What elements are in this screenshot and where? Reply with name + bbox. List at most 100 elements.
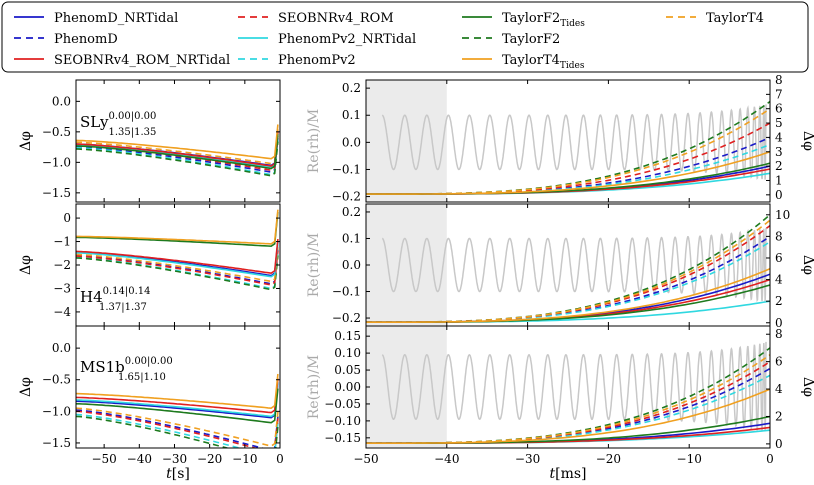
legend-label-seob_nrtidal: SEOBNRv4_ROM_NRTidal: [54, 53, 230, 68]
series-phenomd_nrtidal: [76, 383, 279, 419]
waveform: [381, 104, 767, 180]
left-panels: −1.5 −1.0 −0.5 0.0 Δφ SLy0.00|0.00 1.35|1.35 −4…: [18, 79, 284, 482]
waveform-axis-label: Re(rh)/M: [306, 233, 322, 298]
axes-frame: [75, 79, 281, 203]
y-right-tick-label: 0: [775, 316, 783, 330]
y-right-tick-label: 7: [775, 87, 783, 101]
axes-frame: [365, 79, 771, 203]
series-seob_nrtidal: [76, 378, 279, 414]
series-tf2: [76, 415, 279, 448]
dephasing-axis-label: Δφ: [800, 255, 814, 275]
y-left-tick-label: −0.1: [332, 162, 361, 176]
y-right-tick-label: 6: [775, 355, 783, 369]
y-left-tick-label: 0.05: [334, 363, 361, 377]
y-right-tick-label: 6: [775, 102, 783, 116]
x-tick-label: 0: [766, 452, 774, 466]
x-tick-label: −20: [197, 452, 222, 466]
y-tick-label: −2: [53, 258, 71, 272]
y-tick-label: −1.5: [42, 186, 71, 200]
waveform-axis-label: Re(rh)/M: [306, 109, 322, 174]
series-tt4_tides: [76, 209, 279, 245]
series-tt4: [76, 247, 279, 283]
series-tt4: [76, 407, 279, 447]
series-pv2: [76, 413, 279, 448]
y-right-tick-label: 4: [775, 273, 783, 287]
y-right-tick-label: 2: [775, 159, 783, 173]
y-left-tick-label: 0.0: [342, 135, 361, 149]
y-right-tick-label: 4: [775, 382, 783, 396]
axes-frame: [75, 325, 281, 449]
series-seob_nrtidal: [76, 131, 279, 167]
panel-label: MS1b0.00|0.00 1.65|1.10: [80, 356, 173, 383]
legend-label-tf2_tides: TaylorF2Tides: [502, 11, 585, 29]
legend-label-seob: SEOBNRv4_ROM: [278, 11, 394, 26]
series-tf2: [76, 255, 279, 291]
right-panel-1: −0.2 −0.1 0.0 0.1 0.2 0 2 4 6 8 10 Re(rh)/M Δφ: [306, 203, 814, 330]
series-seob: [366, 122, 770, 195]
y-axis-label: Δφ: [18, 255, 34, 275]
y-right-tick-label: 1: [775, 173, 783, 187]
series-tf2_tides: [76, 388, 279, 424]
y-tick-label: −0.5: [42, 125, 71, 139]
x-tick-label: −40: [127, 452, 152, 466]
y-left-tick-label: 0.2: [342, 81, 361, 95]
series-tt4: [76, 129, 279, 165]
shaded-region: [366, 326, 447, 448]
series-seob_nrtidal: [76, 239, 279, 275]
series-tt4_tides: [366, 388, 770, 444]
series-tt4: [366, 354, 770, 444]
x-tick-label: −10: [232, 452, 257, 466]
legend-label-tt4: TaylorT4: [706, 11, 764, 26]
x-tick-label: 0: [276, 452, 284, 466]
panel-label: H40.14|0.14 1.37|1.37: [80, 286, 151, 313]
series-pv2_nrtidal: [76, 382, 279, 418]
y-tick-label: −1.0: [42, 404, 71, 418]
y-left-tick-label: −0.1: [332, 285, 361, 299]
x-tick-label: −30: [515, 452, 540, 466]
y-left-tick-label: −0.2: [332, 311, 361, 325]
series-pv2_nrtidal: [76, 242, 279, 278]
y-left-tick-label: −0.2: [332, 190, 361, 204]
y-left-tick-label: −0.05: [324, 397, 361, 411]
left-x-axis-label: t[s]: [166, 466, 190, 482]
waveform-axis-label: Re(rh)/M: [306, 355, 322, 420]
series-pv2: [366, 374, 770, 444]
waveform: [381, 227, 767, 303]
series-tt4_tides: [366, 268, 770, 323]
legend-frame: [1, 1, 809, 73]
x-tick-label: −50: [353, 452, 378, 466]
series-tf2_tides: [76, 212, 279, 248]
y-left-tick-label: −0.10: [324, 414, 361, 428]
right-x-axis-label: t[ms]: [549, 466, 586, 482]
y-right-tick-label: 6: [775, 251, 783, 265]
panel-label: SLy0.00|0.00 1.35|1.35: [80, 111, 156, 138]
series-tt4_tides: [366, 151, 770, 195]
y-left-tick-label: 0.1: [342, 108, 361, 122]
series-seob: [76, 250, 279, 286]
shaded-region: [366, 80, 447, 202]
y-right-tick-label: 8: [775, 229, 783, 243]
y-right-tick-label: 0: [775, 437, 783, 451]
series-seob: [76, 410, 279, 448]
series-tt4_tides: [76, 373, 279, 410]
series-pv2: [366, 241, 770, 323]
y-right-tick-label: 0: [775, 188, 783, 202]
series-tt4: [366, 219, 770, 323]
series-phenomd: [76, 137, 279, 173]
y-tick-label: 0.0: [52, 94, 71, 108]
series-tt4_tides: [76, 124, 279, 160]
y-right-tick-label: 2: [775, 294, 783, 308]
series-tt4: [366, 108, 770, 195]
x-tick-label: −30: [162, 452, 187, 466]
legend-label-tt4_tides: TaylorT4Tides: [502, 53, 585, 71]
y-right-tick-label: 3: [775, 145, 783, 159]
series-phenomd: [76, 409, 279, 448]
y-left-tick-label: 0.1: [342, 231, 361, 245]
y-left-tick-label: 0.10: [334, 346, 361, 360]
dephasing-axis-label: Δφ: [800, 377, 814, 397]
x-tick-label: −40: [434, 452, 459, 466]
y-tick-label: −1: [53, 235, 71, 249]
